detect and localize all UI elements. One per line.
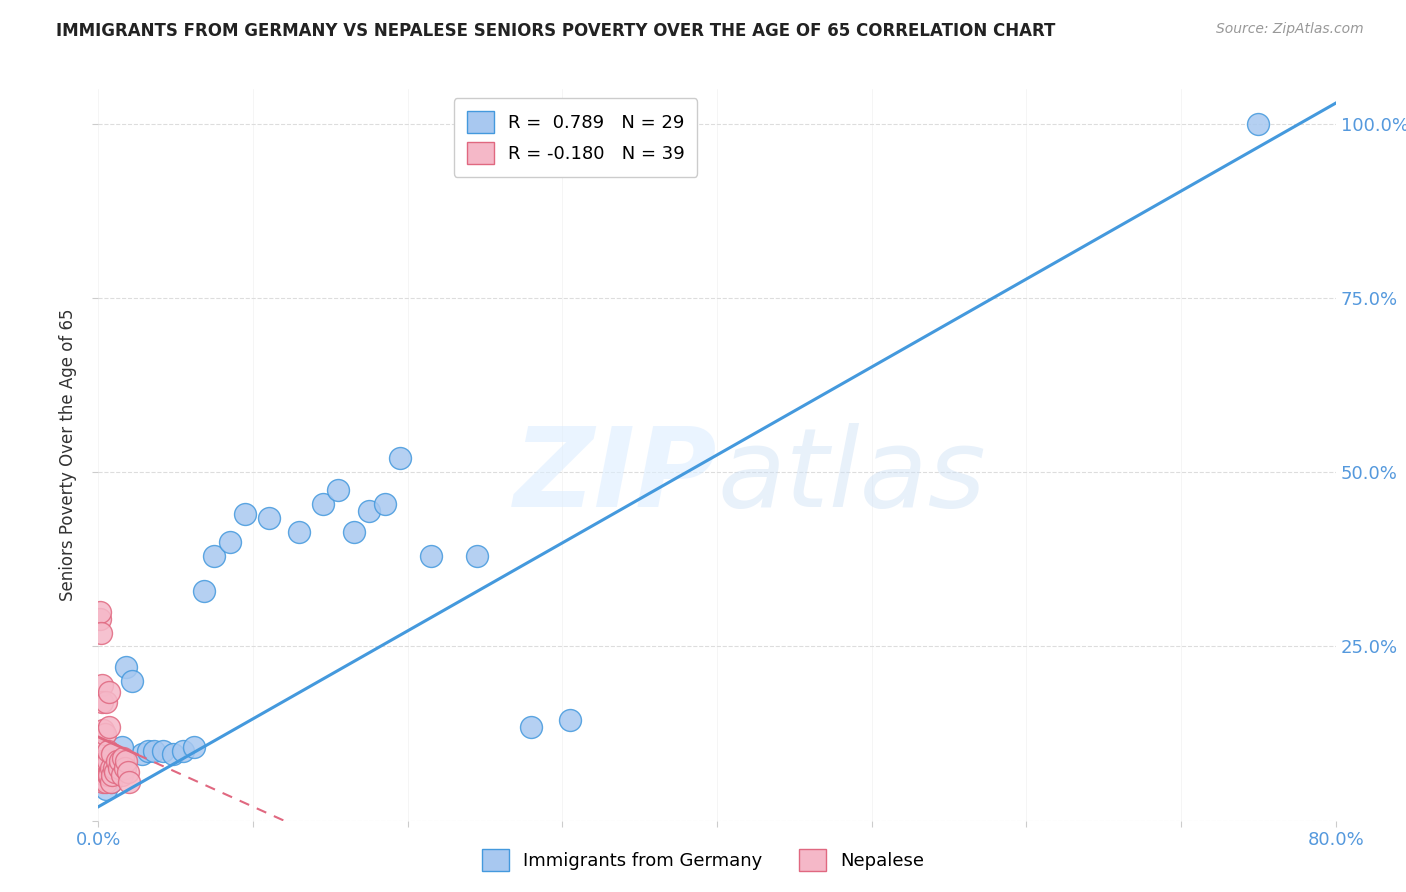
Point	[204, 549, 226, 563]
Point	[101, 747, 124, 762]
Point	[97, 755, 120, 769]
Point	[312, 497, 335, 511]
Point	[91, 775, 114, 789]
Point	[560, 713, 582, 727]
Text: Source: ZipAtlas.com: Source: ZipAtlas.com	[1216, 22, 1364, 37]
Point	[98, 720, 121, 734]
Point	[100, 775, 122, 789]
Point	[219, 535, 242, 549]
Point	[90, 755, 112, 769]
Point	[152, 744, 174, 758]
Point	[98, 768, 121, 782]
Point	[103, 761, 125, 775]
Point	[288, 524, 311, 539]
Point	[93, 726, 115, 740]
Text: IMMIGRANTS FROM GERMANY VS NEPALESE SENIORS POVERTY OVER THE AGE OF 65 CORRELATI: IMMIGRANTS FROM GERMANY VS NEPALESE SENI…	[56, 22, 1056, 40]
Point	[193, 583, 215, 598]
Point	[357, 503, 380, 517]
Point	[173, 744, 195, 758]
Point	[115, 755, 138, 769]
Point	[90, 744, 112, 758]
Point	[91, 758, 114, 772]
Point	[257, 510, 280, 524]
Point	[235, 507, 257, 521]
Point	[98, 685, 121, 699]
Point	[183, 740, 205, 755]
Point	[89, 612, 111, 626]
Point	[111, 740, 134, 755]
Point	[112, 751, 135, 765]
Point	[117, 764, 139, 779]
Point	[89, 758, 111, 772]
Point	[111, 768, 134, 782]
Point	[131, 747, 153, 762]
Point	[93, 768, 115, 782]
Point	[121, 674, 143, 689]
Point	[388, 451, 412, 466]
Point	[1247, 117, 1270, 131]
Text: ZIP: ZIP	[513, 424, 717, 531]
Point	[96, 782, 118, 797]
Point	[108, 755, 131, 769]
Point	[114, 761, 136, 775]
Point	[107, 761, 129, 775]
Legend: R =  0.789   N = 29, R = -0.180   N = 39: R = 0.789 N = 29, R = -0.180 N = 39	[454, 98, 697, 177]
Point	[90, 625, 112, 640]
Point	[96, 695, 118, 709]
Point	[143, 744, 166, 758]
Point	[118, 775, 141, 789]
Point	[89, 605, 111, 619]
Point	[520, 720, 543, 734]
Point	[96, 775, 118, 789]
Point	[93, 761, 115, 775]
Legend: Immigrants from Germany, Nepalese: Immigrants from Germany, Nepalese	[475, 842, 931, 879]
Text: atlas: atlas	[717, 424, 986, 531]
Point	[91, 695, 114, 709]
Point	[101, 768, 124, 782]
Point	[374, 497, 396, 511]
Point	[162, 747, 184, 762]
Y-axis label: Seniors Poverty Over the Age of 65: Seniors Poverty Over the Age of 65	[59, 309, 77, 601]
Point	[97, 744, 120, 758]
Point	[136, 744, 159, 758]
Point	[104, 764, 127, 779]
Point	[419, 549, 441, 563]
Point	[326, 483, 350, 497]
Point	[343, 524, 366, 539]
Point	[100, 761, 122, 775]
Point	[115, 660, 138, 674]
Point	[96, 755, 118, 769]
Point	[93, 772, 115, 786]
Point	[100, 775, 122, 789]
Point	[91, 723, 114, 737]
Point	[467, 549, 489, 563]
Point	[97, 768, 120, 782]
Point	[90, 678, 112, 692]
Point	[105, 755, 128, 769]
